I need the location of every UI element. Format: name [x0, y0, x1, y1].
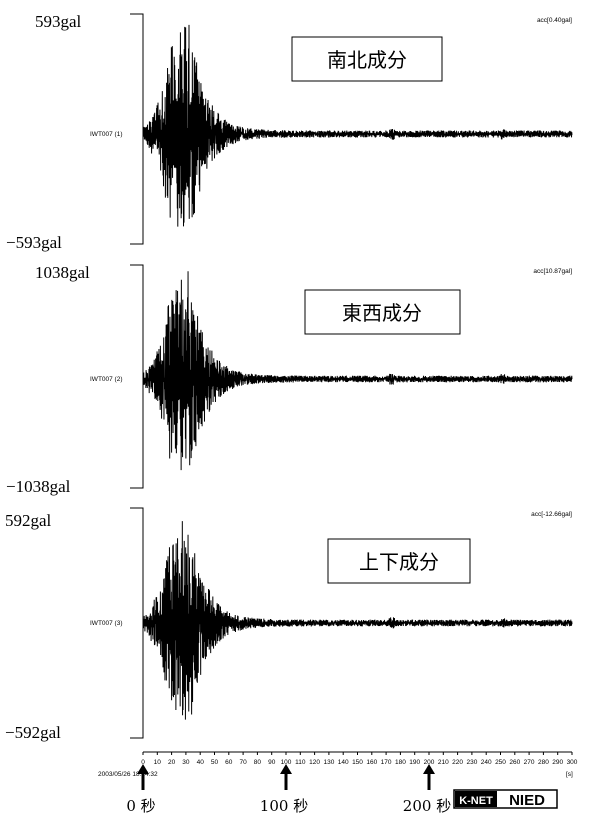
ud-ymax-label: 592gal — [5, 511, 52, 530]
time-markers: 0 秒 100 秒 200 秒 — [126, 764, 451, 814]
knet-logo-text: K-NET — [459, 795, 493, 807]
marker-label: 200 秒 — [403, 797, 451, 814]
ud-ymin-label: −592gal — [5, 723, 61, 742]
x-tick-label: 150 — [352, 759, 363, 766]
x-axis: [s] 2003/05/26 18:24:32 0 10 20 30 40 50 60 70 8… — [98, 751, 578, 814]
x-tick-label: 170 — [381, 759, 392, 766]
x-tick-label: 40 — [197, 759, 205, 766]
x-tick-label: 140 — [338, 759, 349, 766]
x-tick-label: 120 — [309, 759, 320, 766]
x-unit-label: [s] — [566, 771, 573, 778]
marker-arrow — [280, 764, 292, 790]
x-tick-label: 90 — [268, 759, 276, 766]
x-tick-label: 50 — [211, 759, 219, 766]
x-tick-label: 260 — [509, 759, 520, 766]
panel-ew: 1038gal −1038gal IWT007 (2) acc[10.87gal… — [6, 263, 573, 496]
x-tick-label: 20 — [168, 759, 176, 766]
x-tick-label: 180 — [395, 759, 406, 766]
ns-ymin-label: −593gal — [6, 233, 62, 252]
ns-station-label: IWT007 (1) — [90, 131, 123, 138]
x-tick-label: 230 — [466, 759, 477, 766]
marker-arrow — [137, 764, 149, 790]
ud-component-label: 上下成分 — [359, 550, 439, 574]
x-tick-label: 290 — [552, 759, 563, 766]
x-tick-label: 10 — [154, 759, 162, 766]
marker-label: 100 秒 — [260, 797, 308, 814]
ns-component-label: 南北成分 — [327, 48, 407, 72]
ew-component-label: 東西成分 — [342, 301, 422, 325]
x-tick-label: 200 — [424, 759, 435, 766]
panel-ns: 593gal −593gal IWT007 (1) acc[0.40gal] 南… — [6, 12, 573, 252]
x-tick-label: 300 — [567, 759, 578, 766]
marker-arrow — [423, 764, 435, 790]
x-tick-label: 0 — [141, 759, 145, 766]
x-tick-label: 80 — [254, 759, 262, 766]
x-tick-label: 130 — [323, 759, 334, 766]
ew-offset-label: acc[10.87gal] — [533, 268, 572, 275]
ew-ymin-label: −1038gal — [6, 477, 71, 496]
x-tick-label: 210 — [438, 759, 449, 766]
ew-station-label: IWT007 (2) — [90, 376, 123, 383]
ns-waveform — [142, 24, 573, 227]
x-tick-label: 60 — [225, 759, 233, 766]
ew-ymax-label: 1038gal — [35, 263, 90, 282]
x-tick-label: 240 — [481, 759, 492, 766]
nied-logo-text: NIED — [509, 792, 545, 809]
x-tick-label: 280 — [538, 759, 549, 766]
x-tick-label: 250 — [495, 759, 506, 766]
ns-y-axis — [130, 13, 144, 245]
x-tick-label: 190 — [409, 759, 420, 766]
ns-component-box — [291, 36, 443, 82]
ud-station-label: IWT007 (3) — [90, 620, 123, 627]
x-tick-label: 100 — [281, 759, 292, 766]
x-tick-label: 30 — [182, 759, 190, 766]
ud-offset-label: acc[-12.66gal] — [531, 511, 572, 518]
start-time-label: 2003/05/26 18:24:32 — [98, 771, 158, 778]
x-ticks: 0 10 20 30 40 50 60 70 80 90 100 110 120 130 140 150 160… — [141, 752, 578, 766]
ew-y-axis — [130, 264, 144, 489]
x-tick-label: 70 — [239, 759, 247, 766]
ns-offset-label: acc[0.40gal] — [537, 17, 572, 24]
panel-ud: 592gal −592gal IWT007 (3) acc[-12.66gal]… — [5, 507, 573, 742]
x-tick-label: 270 — [524, 759, 535, 766]
ud-waveform — [142, 521, 573, 720]
ew-waveform — [142, 271, 573, 471]
ns-ymax-label: 593gal — [35, 12, 82, 31]
ew-component-box — [304, 289, 461, 335]
ud-y-axis — [130, 507, 144, 739]
ud-component-box — [327, 538, 471, 584]
x-tick-label: 110 — [295, 759, 306, 766]
marker-label: 0 秒 — [126, 797, 155, 814]
x-tick-label: 160 — [366, 759, 377, 766]
x-tick-label: 220 — [452, 759, 463, 766]
knet-nied-logo: K-NET NIED — [453, 789, 558, 809]
